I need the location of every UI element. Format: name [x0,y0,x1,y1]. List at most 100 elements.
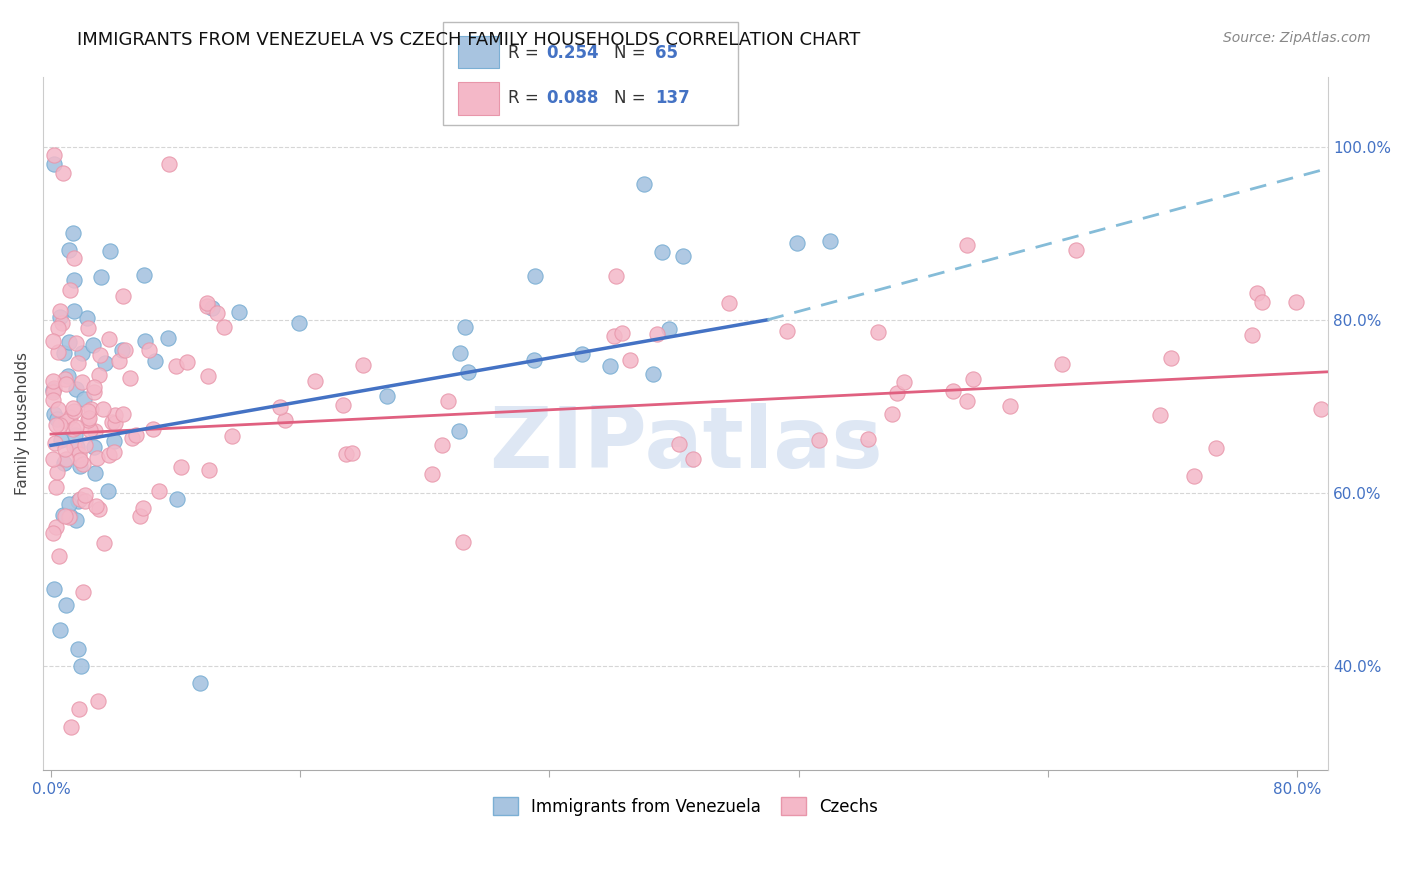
Czechs [104,416,127,430]
Czechs [142,422,165,436]
Czechs [89,348,111,362]
Czechs [132,501,155,516]
Czechs [138,343,160,357]
Immigrants from Venezuela [134,334,156,348]
Immigrants from Venezuela [523,269,546,284]
Czechs [80,401,103,416]
Czechs [605,268,627,283]
Czechs [956,238,979,252]
Czechs [41,374,63,388]
Czechs [55,377,77,392]
Czechs [59,409,82,424]
Czechs [157,157,180,171]
Czechs [111,289,134,303]
Immigrants from Venezuela [73,392,96,406]
Czechs [335,447,357,461]
Text: 0.088: 0.088 [546,89,599,107]
Czechs [304,374,326,388]
Czechs [83,380,105,394]
Immigrants from Venezuela [70,346,93,360]
Immigrants from Venezuela [62,227,84,241]
Czechs [87,502,110,516]
Czechs [53,442,76,457]
Czechs [53,371,76,385]
Immigrants from Venezuela [63,273,86,287]
Czechs [46,465,69,479]
Czechs [89,368,111,382]
Immigrants from Venezuela [228,305,250,319]
Czechs [46,402,69,417]
Czechs [51,316,73,330]
Immigrants from Venezuela [188,676,211,690]
Czechs [668,437,690,451]
Text: N =: N = [614,89,651,107]
Czechs [84,424,107,438]
Czechs [893,375,915,389]
Czechs [52,166,75,180]
Czechs [1284,294,1306,309]
Czechs [97,448,120,462]
Czechs [103,445,125,459]
Immigrants from Venezuela [42,582,65,596]
Czechs [1241,327,1264,342]
Czechs [59,283,82,297]
Immigrants from Venezuela [66,493,89,508]
Czechs [44,148,66,162]
Czechs [1052,357,1074,371]
Czechs [73,438,96,452]
Czechs [70,376,93,390]
Czechs [45,417,67,432]
Czechs [619,352,641,367]
Czechs [66,356,89,370]
Czechs [42,381,65,395]
Czechs [962,372,984,386]
Czechs [83,385,105,400]
Czechs [62,401,84,415]
Immigrants from Venezuela [83,441,105,455]
Immigrants from Venezuela [651,245,673,260]
Immigrants from Venezuela [786,235,808,250]
Czechs [62,422,84,436]
Czechs [79,424,101,438]
Czechs [942,384,965,398]
Czechs [118,371,141,385]
Immigrants from Venezuela [56,369,79,384]
Immigrants from Venezuela [103,434,125,448]
Czechs [197,369,219,384]
Immigrants from Venezuela [523,353,546,368]
Czechs [603,329,626,343]
Immigrants from Venezuela [156,331,179,345]
Czechs [75,493,97,508]
Immigrants from Venezuela [59,508,82,523]
Czechs [98,332,121,346]
Czechs [86,450,108,465]
Czechs [62,251,84,265]
Immigrants from Venezuela [51,433,73,447]
Immigrants from Venezuela [45,412,67,426]
Czechs [67,446,90,460]
Czechs [58,509,80,524]
Czechs [195,299,218,313]
Immigrants from Venezuela [69,458,91,473]
Czechs [69,452,91,467]
Immigrants from Venezuela [82,338,104,352]
Text: IMMIGRANTS FROM VENEZUELA VS CZECH FAMILY HOUSEHOLDS CORRELATION CHART: IMMIGRANTS FROM VENEZUELA VS CZECH FAMIL… [77,31,860,49]
Immigrants from Venezuela [49,624,72,638]
Czechs [776,324,799,338]
Immigrants from Venezuela [66,441,89,455]
Czechs [198,462,221,476]
Immigrants from Venezuela [53,345,76,359]
Czechs [111,407,134,421]
Czechs [432,438,454,452]
Czechs [1064,243,1087,257]
Immigrants from Venezuela [375,389,398,403]
Immigrants from Venezuela [58,497,80,511]
Immigrants from Venezuela [449,346,471,360]
Czechs [100,415,122,429]
Czechs [72,584,94,599]
Immigrants from Venezuela [166,491,188,506]
Czechs [49,418,72,433]
Czechs [67,702,90,716]
Czechs [170,459,193,474]
Czechs [55,451,77,466]
